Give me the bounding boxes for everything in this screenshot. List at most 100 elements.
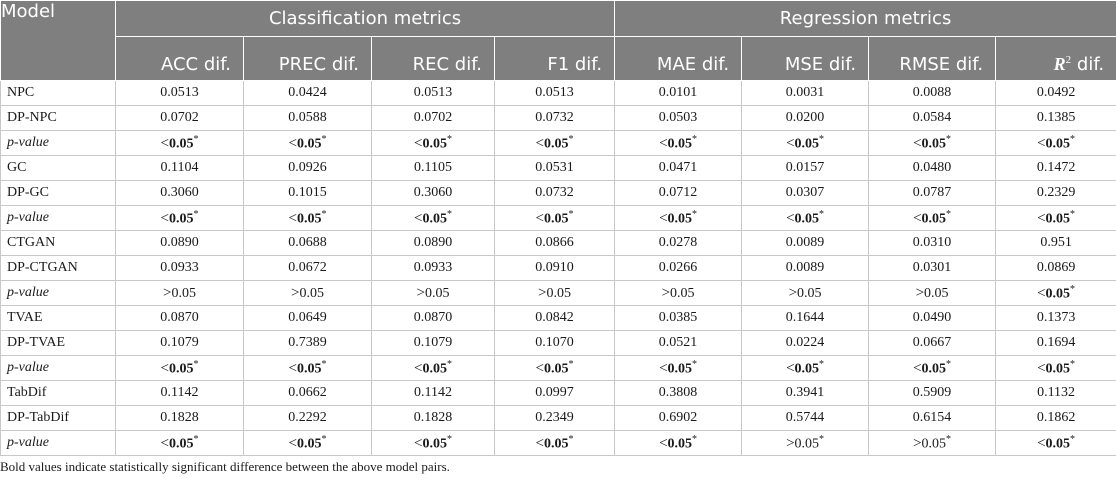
model-column-header: Model xyxy=(0,0,116,81)
table-cell: <0.05* xyxy=(995,280,1116,306)
table-cell: 0.0732 xyxy=(493,180,616,206)
table-cell: 0.1142 xyxy=(115,380,244,406)
table-cell: 0.1132 xyxy=(995,380,1116,406)
table-cell: 0.1373 xyxy=(995,305,1116,331)
col-header-rec: REC dif. xyxy=(371,36,495,81)
row-label: DP-TVAE xyxy=(0,330,116,356)
table-cell: 0.0588 xyxy=(243,105,372,131)
row-label: DP-TabDif xyxy=(0,405,116,431)
table-cell: <0.05* xyxy=(493,355,616,381)
footnote: Bold values indicate statistically signi… xyxy=(0,459,450,474)
table-row: DP-NPC 0.0702 0.0588 0.0702 0.0732 0.0503 0.02… xyxy=(0,105,1116,131)
col-header-r2: R2 dif. xyxy=(995,36,1116,81)
col-header-mae: MAE dif. xyxy=(614,36,743,81)
table-cell: 0.0702 xyxy=(115,105,244,131)
table-cell: 0.6902 xyxy=(614,405,743,431)
table-cell: <0.05* xyxy=(614,205,743,231)
table-cell: 0.0933 xyxy=(371,255,495,281)
table-cell: 0.0870 xyxy=(115,305,244,331)
p-value-row: p-value >0.05 >0.05 >0.05 >0.05 >0.05 >0.05 >0.… xyxy=(0,280,1116,306)
table-cell: 0.0224 xyxy=(741,330,870,356)
table-cell: 0.3060 xyxy=(115,180,244,206)
table-cell: <0.05* xyxy=(115,430,244,456)
table-cell: 0.0513 xyxy=(115,80,244,106)
table-cell: 0.0101 xyxy=(614,80,743,106)
table-cell: 0.0089 xyxy=(741,230,870,256)
table-cell: 0.0492 xyxy=(995,80,1116,106)
table-row: DP-GC 0.3060 0.1015 0.3060 0.0732 0.0712 0.030… xyxy=(0,180,1116,206)
table-cell: 0.1828 xyxy=(115,405,244,431)
table-cell: <0.05* xyxy=(995,205,1116,231)
table-cell: 0.0157 xyxy=(741,155,870,181)
p-value-row: p-value <0.05* <0.05* <0.05* <0.05* <0.05* <0.… xyxy=(0,130,1116,156)
row-label: p-value xyxy=(0,430,116,456)
table-cell: 0.0307 xyxy=(741,180,870,206)
table-cell: 0.5909 xyxy=(868,380,997,406)
table-cell: 0.0910 xyxy=(493,255,616,281)
table-cell: <0.05* xyxy=(371,205,495,231)
row-label: DP-GC xyxy=(0,180,116,206)
table-cell: <0.05* xyxy=(868,205,997,231)
table-cell: 0.0471 xyxy=(614,155,743,181)
col-header-f1: F1 dif. xyxy=(493,36,616,81)
table-cell: 0.1070 xyxy=(493,330,616,356)
table-cell: >0.05 xyxy=(868,280,997,306)
table-cell: 0.1694 xyxy=(995,330,1116,356)
table-row: TVAE 0.0870 0.0649 0.0870 0.0842 0.0385 0.1644… xyxy=(0,305,1116,331)
table-cell: 0.1385 xyxy=(995,105,1116,131)
table-cell: 0.1862 xyxy=(995,405,1116,431)
table-cell: 0.1079 xyxy=(115,330,244,356)
table-cell: 0.0385 xyxy=(614,305,743,331)
table-cell: 0.0424 xyxy=(243,80,372,106)
table-cell: 0.1015 xyxy=(243,180,372,206)
classification-group-header: Classification metrics xyxy=(114,0,616,37)
table-cell: >0.05 xyxy=(115,280,244,306)
row-label: TVAE xyxy=(0,305,116,331)
table-cell: <0.05* xyxy=(243,430,372,456)
table-cell: <0.05* xyxy=(741,205,870,231)
table-cell: 0.0490 xyxy=(868,305,997,331)
table-cell: 0.0712 xyxy=(614,180,743,206)
table-cell: <0.05* xyxy=(868,130,997,156)
table-cell: 0.0503 xyxy=(614,105,743,131)
row-label: p-value xyxy=(0,280,116,306)
table-cell: 0.0088 xyxy=(868,80,997,106)
table-cell: 0.1828 xyxy=(371,405,495,431)
table-cell: 0.0513 xyxy=(371,80,495,106)
table-cell: <0.05* xyxy=(493,130,616,156)
table-cell: <0.05* xyxy=(115,355,244,381)
table-cell: <0.05* xyxy=(493,205,616,231)
table-cell: <0.05* xyxy=(493,430,616,456)
table-cell: <0.05* xyxy=(371,430,495,456)
row-label: CTGAN xyxy=(0,230,116,256)
table-cell: 0.951 xyxy=(995,230,1116,256)
table-cell: 0.5744 xyxy=(741,405,870,431)
table-cell: 0.0649 xyxy=(243,305,372,331)
p-value-row: p-value <0.05* <0.05* <0.05* <0.05* <0.05* >0.… xyxy=(0,430,1116,456)
table-cell: <0.05* xyxy=(868,355,997,381)
regression-group-header: Regression metrics xyxy=(614,0,1116,37)
table-cell: 0.0702 xyxy=(371,105,495,131)
col-header-mse: MSE dif. xyxy=(741,36,870,81)
row-label: DP-NPC xyxy=(0,105,116,131)
table-cell: 0.0584 xyxy=(868,105,997,131)
table-row: CTGAN 0.0890 0.0688 0.0890 0.0866 0.0278 0.008… xyxy=(0,230,1116,256)
table-cell: 0.2329 xyxy=(995,180,1116,206)
table-cell: <0.05* xyxy=(371,130,495,156)
row-label: p-value xyxy=(0,130,116,156)
table-cell: 0.0031 xyxy=(741,80,870,106)
table-row: DP-TVAE 0.1079 0.7389 0.1079 0.1070 0.0521 0.0… xyxy=(0,330,1116,356)
table-cell: 0.0513 xyxy=(493,80,616,106)
table-cell: 0.0089 xyxy=(741,255,870,281)
table-cell: 0.2292 xyxy=(243,405,372,431)
table-cell: 0.0200 xyxy=(741,105,870,131)
table-cell: 0.7389 xyxy=(243,330,372,356)
table-cell: 0.1104 xyxy=(115,155,244,181)
table-cell: 0.0688 xyxy=(243,230,372,256)
table-cell: <0.05* xyxy=(243,355,372,381)
table-cell: 0.0869 xyxy=(995,255,1116,281)
p-value-row: p-value <0.05* <0.05* <0.05* <0.05* <0.05* <0.… xyxy=(0,205,1116,231)
table-cell: >0.05* xyxy=(868,430,997,456)
table-cell: 0.0521 xyxy=(614,330,743,356)
table-cell: 0.0866 xyxy=(493,230,616,256)
